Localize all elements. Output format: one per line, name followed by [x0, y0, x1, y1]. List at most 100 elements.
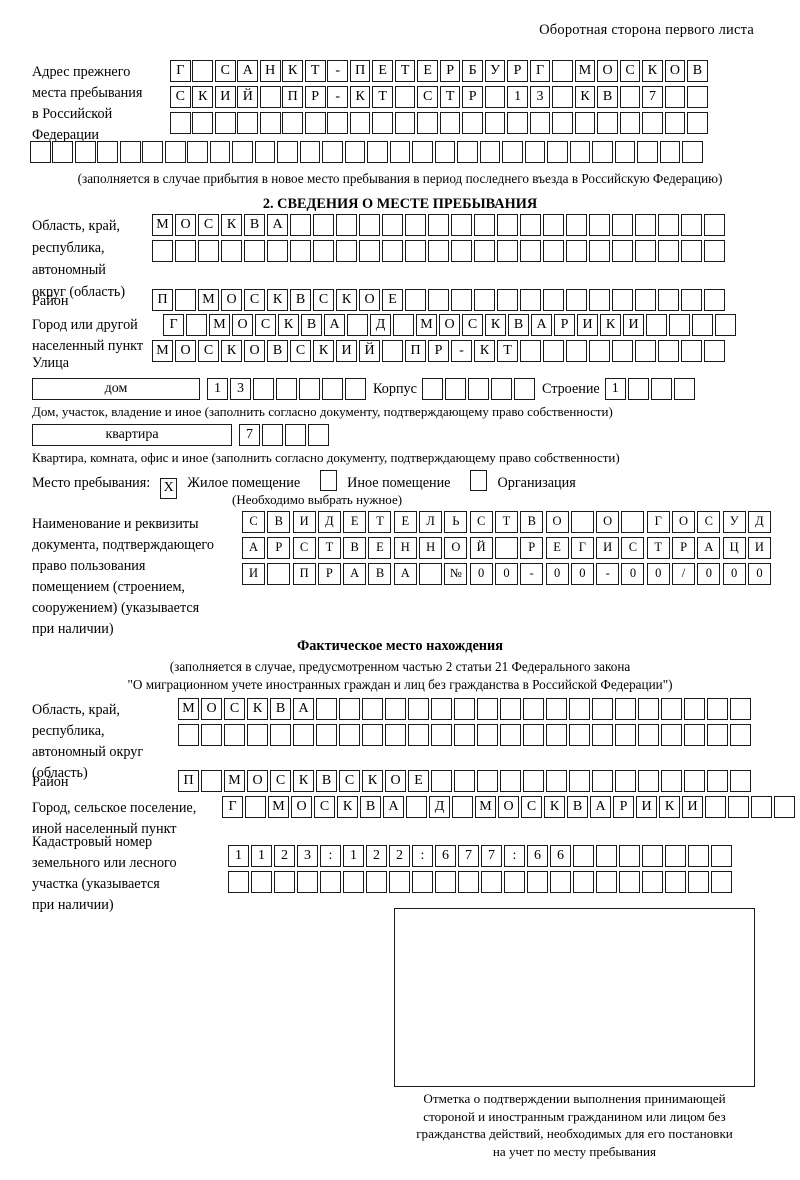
char-cell[interactable]: В: [508, 314, 529, 336]
char-cell[interactable]: [408, 698, 429, 720]
char-cell[interactable]: [707, 770, 728, 792]
char-cell[interactable]: Е: [545, 537, 569, 559]
char-cell[interactable]: [502, 141, 523, 163]
char-cell[interactable]: [619, 112, 641, 134]
checkbox-organization[interactable]: [470, 470, 488, 491]
char-cell[interactable]: С: [339, 770, 360, 792]
prev-address-row-3[interactable]: [170, 112, 710, 134]
char-cell[interactable]: П: [349, 60, 371, 82]
char-cell[interactable]: О: [664, 60, 686, 82]
char-cell[interactable]: Й: [237, 86, 259, 108]
char-cell[interactable]: [385, 724, 406, 746]
char-cell[interactable]: [728, 796, 749, 818]
char-cell[interactable]: [421, 378, 443, 400]
char-cell[interactable]: В: [301, 314, 322, 336]
char-cell[interactable]: [573, 845, 594, 867]
char-cell[interactable]: [454, 698, 475, 720]
char-cell[interactable]: [267, 563, 291, 585]
char-cell[interactable]: [504, 871, 525, 893]
char-cell[interactable]: [661, 724, 682, 746]
char-cell[interactable]: Т: [317, 537, 341, 559]
char-cell[interactable]: [164, 141, 186, 163]
char-cell[interactable]: [192, 112, 214, 134]
char-cell[interactable]: Н: [419, 537, 443, 559]
char-cell[interactable]: Н: [393, 537, 417, 559]
char-cell[interactable]: [304, 112, 326, 134]
char-cell[interactable]: [592, 141, 613, 163]
char-cell[interactable]: [178, 724, 199, 746]
char-cell[interactable]: С: [290, 340, 311, 362]
char-cell[interactable]: [484, 112, 506, 134]
char-cell[interactable]: [664, 86, 686, 108]
char-cell[interactable]: [569, 724, 590, 746]
char-cell[interactable]: Р: [507, 60, 528, 82]
char-cell[interactable]: С: [314, 796, 335, 818]
char-cell[interactable]: [500, 698, 521, 720]
char-cell[interactable]: [546, 724, 567, 746]
char-cell[interactable]: [349, 112, 371, 134]
char-cell[interactable]: [362, 724, 383, 746]
char-cell[interactable]: 0: [646, 563, 670, 585]
char-cell[interactable]: [320, 871, 341, 893]
char-cell[interactable]: [30, 141, 51, 163]
char-cell[interactable]: С: [224, 698, 245, 720]
char-cell[interactable]: Г: [163, 314, 184, 336]
char-cell[interactable]: [339, 724, 360, 746]
char-cell[interactable]: 2: [274, 845, 295, 867]
char-cell[interactable]: [467, 378, 489, 400]
char-cell[interactable]: Й: [359, 340, 380, 362]
char-cell[interactable]: В: [597, 86, 618, 108]
char-cell[interactable]: №: [444, 563, 468, 585]
char-cell[interactable]: -: [327, 60, 348, 82]
char-cell[interactable]: С: [244, 289, 265, 311]
char-cell[interactable]: [566, 240, 587, 262]
char-cell[interactable]: [290, 240, 311, 262]
char-cell[interactable]: [615, 698, 636, 720]
cadastral-row-2[interactable]: [228, 871, 734, 893]
char-cell[interactable]: [214, 112, 236, 134]
char-cell[interactable]: Л: [419, 511, 443, 533]
char-cell[interactable]: Р: [613, 796, 634, 818]
char-cell[interactable]: [198, 240, 219, 262]
char-cell[interactable]: А: [267, 214, 288, 236]
char-cell[interactable]: [621, 511, 645, 533]
char-cell[interactable]: Т: [394, 60, 416, 82]
char-cell[interactable]: А: [590, 796, 611, 818]
char-cell[interactable]: [259, 112, 281, 134]
char-cell[interactable]: [451, 240, 472, 262]
char-cell[interactable]: А: [237, 60, 259, 82]
char-cell[interactable]: С: [270, 770, 291, 792]
char-cell[interactable]: Т: [497, 340, 518, 362]
char-cell[interactable]: -: [596, 563, 620, 585]
char-cell[interactable]: [707, 698, 728, 720]
char-cell[interactable]: М: [416, 314, 437, 336]
char-cell[interactable]: [658, 240, 679, 262]
char-cell[interactable]: Н: [259, 60, 281, 82]
char-cell[interactable]: [612, 240, 633, 262]
char-cell[interactable]: В: [687, 60, 708, 82]
char-cell[interactable]: [192, 60, 214, 82]
char-cell[interactable]: [642, 845, 663, 867]
char-cell[interactable]: О: [221, 289, 242, 311]
char-cell[interactable]: Т: [372, 86, 393, 108]
char-cell[interactable]: К: [642, 60, 663, 82]
char-cell[interactable]: М: [152, 340, 173, 362]
region-row-2[interactable]: [152, 240, 727, 262]
char-cell[interactable]: [638, 724, 659, 746]
char-cell[interactable]: [285, 424, 306, 446]
char-cell[interactable]: С: [417, 86, 438, 108]
char-cell[interactable]: К: [293, 770, 314, 792]
char-cell[interactable]: [730, 770, 751, 792]
char-cell[interactable]: [692, 314, 713, 336]
char-cell[interactable]: [484, 86, 506, 108]
char-cell[interactable]: [520, 240, 541, 262]
char-cell[interactable]: [658, 214, 679, 236]
char-cell[interactable]: М: [198, 289, 219, 311]
char-cell[interactable]: [589, 340, 610, 362]
char-cell[interactable]: [322, 141, 343, 163]
stamp-area[interactable]: [394, 908, 755, 1087]
